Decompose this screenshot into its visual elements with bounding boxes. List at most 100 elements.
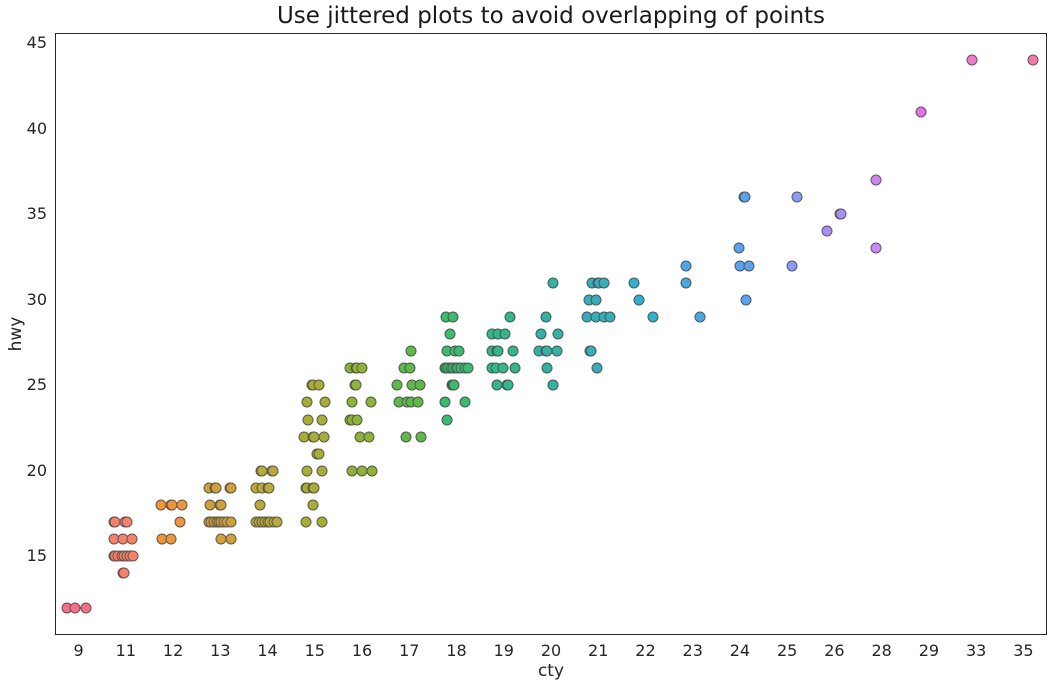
data-point <box>414 379 426 391</box>
data-point <box>694 311 706 323</box>
data-point <box>346 396 358 408</box>
data-point <box>459 396 471 408</box>
data-point <box>535 328 547 340</box>
data-point <box>165 533 177 545</box>
x-tick-label: 15 <box>304 641 325 660</box>
data-point <box>350 379 362 391</box>
data-point <box>552 328 564 340</box>
data-point <box>404 362 416 374</box>
data-point <box>541 345 553 357</box>
data-point <box>504 311 516 323</box>
data-point <box>69 602 81 614</box>
data-point <box>271 516 283 528</box>
data-point <box>351 414 363 425</box>
data-point <box>540 311 552 323</box>
data-point <box>739 191 751 203</box>
data-point <box>439 396 451 408</box>
data-point <box>585 345 597 357</box>
x-axis-label: cty <box>537 661 565 681</box>
data-point <box>391 379 403 391</box>
data-point <box>786 260 798 272</box>
x-tick-label: 28 <box>871 641 892 660</box>
data-point <box>365 396 377 408</box>
plot-area <box>55 33 1047 635</box>
data-point <box>225 533 237 545</box>
x-tick-label: 35 <box>1013 641 1034 660</box>
data-point <box>405 345 417 357</box>
data-point <box>225 516 237 528</box>
data-point <box>127 550 139 562</box>
data-point <box>316 516 328 528</box>
data-point <box>215 499 227 511</box>
chart-title: Use jittered plots to avoid overlapping … <box>276 3 826 29</box>
data-point <box>300 516 312 528</box>
data-point <box>647 311 659 323</box>
data-point <box>308 482 320 494</box>
data-point <box>313 379 325 391</box>
x-tick-label: 21 <box>588 641 609 660</box>
x-tick-label: 23 <box>682 641 703 660</box>
data-point <box>541 362 553 374</box>
data-point <box>174 516 186 528</box>
x-tick-label: 19 <box>493 641 514 660</box>
x-tick-label: 14 <box>257 641 278 660</box>
y-tick-label: 40 <box>26 118 47 138</box>
data-point <box>598 277 610 289</box>
y-tick-label: 25 <box>26 375 47 395</box>
y-tick-label: 35 <box>26 204 47 224</box>
data-point <box>547 379 559 391</box>
y-tick-label: 20 <box>26 460 47 480</box>
data-point <box>302 414 314 425</box>
data-point <box>267 465 279 477</box>
data-point <box>307 499 319 511</box>
data-point <box>441 414 453 425</box>
x-tick-label: 20 <box>540 641 562 660</box>
data-point <box>628 277 640 289</box>
data-point <box>743 260 755 272</box>
data-point <box>462 362 474 374</box>
x-tick-label: 16 <box>351 641 373 660</box>
data-point <box>126 533 138 545</box>
data-point <box>633 294 645 306</box>
x-tick-label: 12 <box>162 641 184 660</box>
data-point <box>453 345 465 357</box>
data-point <box>680 277 692 289</box>
data-point <box>740 294 752 306</box>
x-tick-label: 17 <box>399 641 420 660</box>
x-tick-label: 33 <box>965 641 987 660</box>
x-tick-label: 24 <box>729 641 751 660</box>
data-point <box>499 328 511 340</box>
data-point <box>176 499 188 511</box>
data-point <box>870 174 882 186</box>
data-point <box>497 362 509 374</box>
data-point <box>254 499 266 511</box>
x-tick-label: 18 <box>446 641 467 660</box>
data-point <box>316 465 328 477</box>
y-tick-label: 45 <box>26 33 47 53</box>
x-tick-label: 9 <box>73 641 84 660</box>
y-axis-label: hwy <box>6 316 26 352</box>
data-point <box>448 379 460 391</box>
data-point <box>366 465 378 477</box>
data-point <box>356 362 368 374</box>
data-point <box>204 499 216 511</box>
data-point <box>791 191 803 203</box>
data-point <box>502 379 514 391</box>
data-point <box>121 516 133 528</box>
data-point <box>591 362 603 374</box>
y-tick-label: 30 <box>26 289 47 309</box>
data-point <box>412 396 424 408</box>
data-point <box>80 602 92 614</box>
data-point <box>301 465 313 477</box>
x-tick-label: 29 <box>918 641 940 660</box>
data-point <box>447 311 459 323</box>
y-tick-label: 15 <box>26 546 47 566</box>
data-point <box>507 345 519 357</box>
x-tick-label: 22 <box>635 641 656 660</box>
data-point <box>225 482 237 494</box>
data-point <box>492 345 504 357</box>
data-point <box>509 362 521 374</box>
data-point <box>318 431 330 443</box>
data-point <box>444 328 456 340</box>
data-point <box>316 414 328 425</box>
